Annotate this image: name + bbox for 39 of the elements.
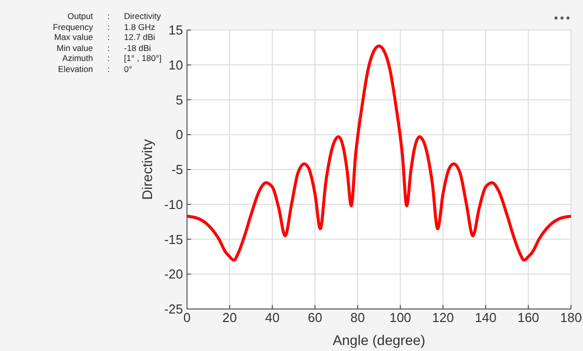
text: Frequency xyxy=(52,22,93,32)
text: Azimuth xyxy=(61,53,93,64)
x-tick-label: 140 xyxy=(474,310,497,326)
text: Elevation xyxy=(57,64,93,74)
text: Directivity xyxy=(124,11,161,22)
x-tick-label: 180 xyxy=(560,310,582,326)
text: [1° , 180°] xyxy=(124,53,162,64)
text: : xyxy=(106,53,111,64)
y-tick-label: 15 xyxy=(168,22,183,38)
y-tick-label: -15 xyxy=(164,232,183,247)
text: 12.7 dBi xyxy=(124,32,156,42)
text: : xyxy=(106,22,111,32)
text: : xyxy=(106,64,111,74)
text: 1.8 GHz xyxy=(124,22,156,32)
y-tick-label: -20 xyxy=(164,266,183,282)
text: Output xyxy=(66,11,93,22)
y-axis-title: Directivity xyxy=(138,139,155,200)
x-tick-label: 100 xyxy=(389,310,412,326)
text: : xyxy=(106,11,111,22)
x-tick-label: 20 xyxy=(222,310,237,326)
text: Min value xyxy=(56,42,93,53)
text: 0° xyxy=(124,64,132,74)
x-tick-label: 80 xyxy=(350,310,365,326)
y-tick-label: -5 xyxy=(171,162,183,178)
y-tick-label: -10 xyxy=(164,196,183,212)
x-tick-label: 60 xyxy=(308,310,322,326)
text: -18 dBi xyxy=(124,42,151,53)
text: : xyxy=(106,32,111,42)
x-tick-label: 160 xyxy=(517,310,540,326)
y-tick-label: 5 xyxy=(176,92,183,108)
y-tick-label: -25 xyxy=(164,302,183,317)
x-axis-title: Angle (degree) xyxy=(332,332,426,348)
line-series xyxy=(187,44,571,262)
text: : xyxy=(106,42,111,53)
x-tick-label: 40 xyxy=(265,310,280,326)
x-tick-label: 120 xyxy=(432,310,454,326)
text: Max value xyxy=(53,32,93,42)
y-tick-label: 10 xyxy=(168,57,183,72)
y-tick-label: 0 xyxy=(176,127,183,142)
